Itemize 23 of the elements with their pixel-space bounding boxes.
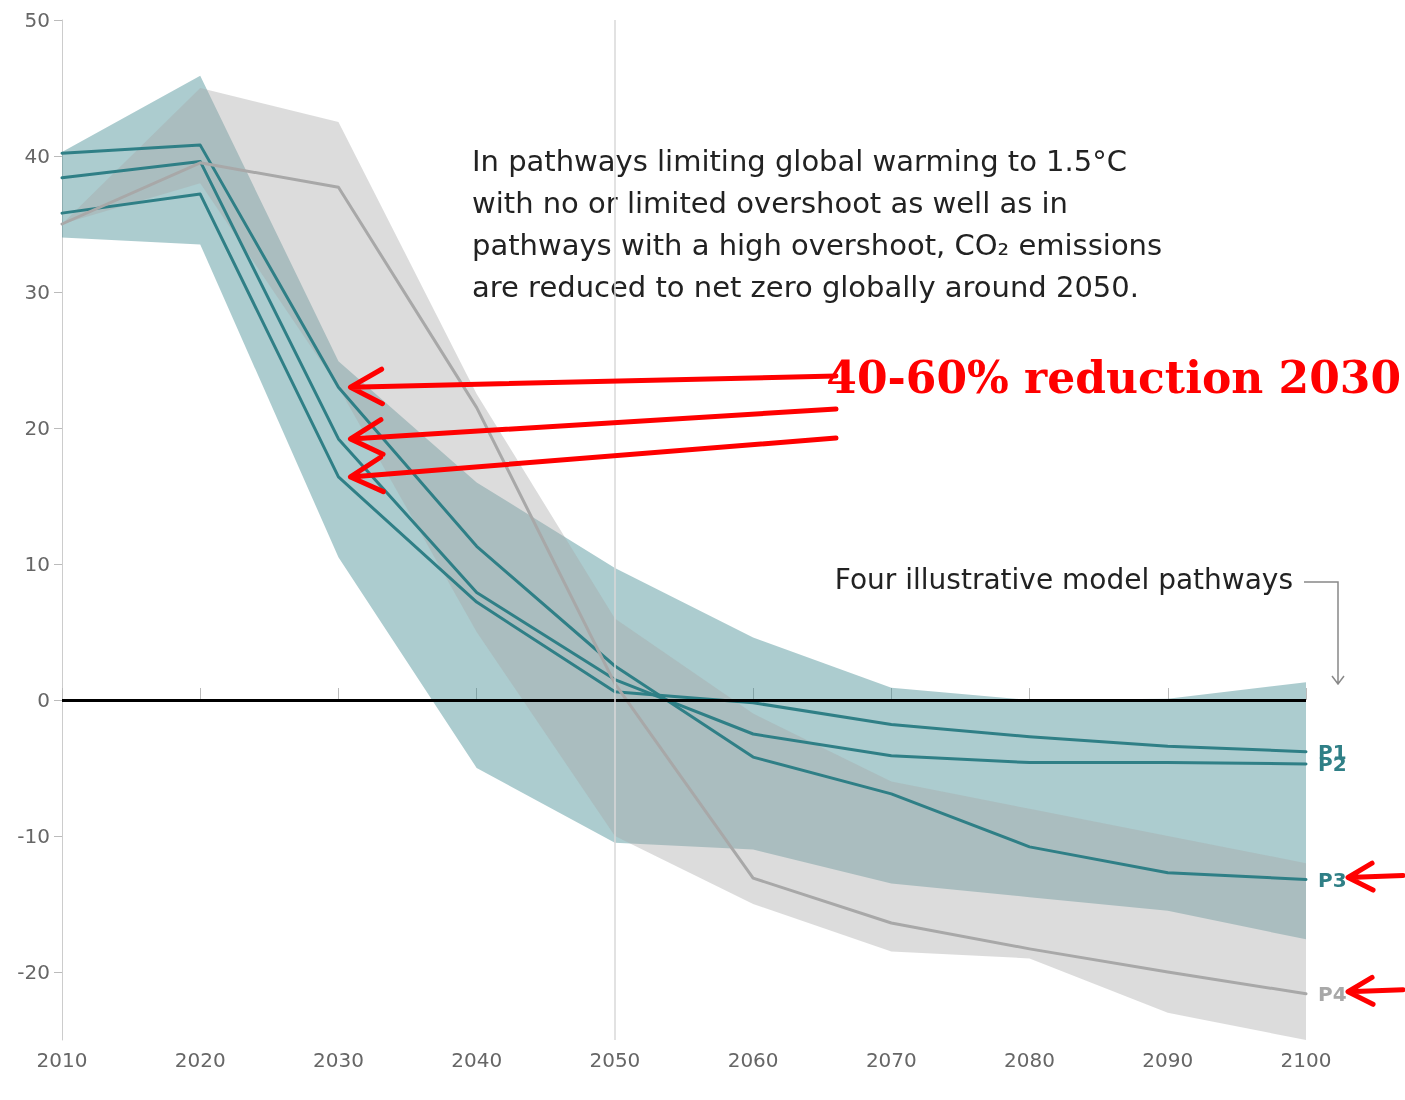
x-tick-label: 2090	[1142, 1048, 1194, 1072]
x-tick-label: 2100	[1280, 1048, 1332, 1072]
y-tick-label: -10	[17, 824, 50, 848]
y-tick-label: 10	[24, 552, 50, 576]
x-tick-label: 2010	[36, 1048, 88, 1072]
x-tick-label: 2030	[312, 1048, 364, 1072]
y-tick-label: -20	[17, 960, 50, 984]
x-tick-label: 2050	[589, 1048, 641, 1072]
y-tick-label: 30	[24, 280, 50, 304]
annotation: 40-60% reduction 2030	[826, 351, 1402, 403]
annotation: In pathways limiting global warming to 1.5°C with no or limited overshoot as well as in pathways with a high overshoot, CO₂ emissions are reduced to net zero globally around 2050.	[472, 144, 1172, 304]
x-tick-label: 2070	[865, 1048, 917, 1072]
x-tick-label: 2020	[174, 1048, 226, 1072]
x-tick-label: 2080	[1004, 1048, 1056, 1072]
y-tick-label: 20	[24, 416, 50, 440]
x-tick-label: 2060	[727, 1048, 779, 1072]
series-label: P3	[1318, 867, 1347, 892]
y-tick-label: 40	[24, 144, 50, 168]
series-label: P4	[1318, 981, 1347, 1006]
y-tick-label: 50	[24, 8, 50, 32]
annotation: Four illustrative model pathways	[834, 562, 1294, 596]
x-tick-label: 2040	[451, 1048, 503, 1072]
y-tick-label: 0	[37, 688, 50, 712]
